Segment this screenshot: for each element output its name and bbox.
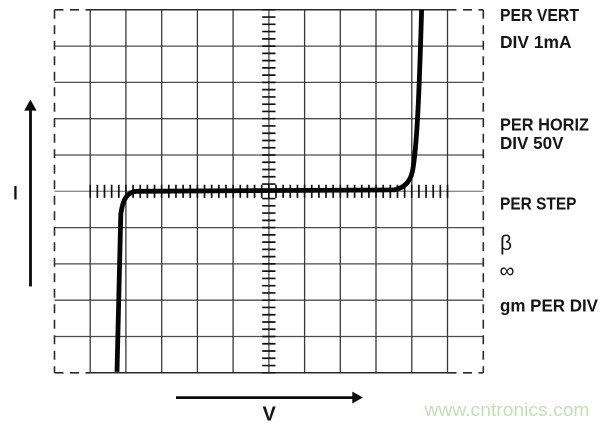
svg-text:β: β [500,232,512,255]
svg-text:V: V [263,404,277,426]
svg-text:gm PER DIV: gm PER DIV [500,296,598,316]
svg-text:PER STEP: PER STEP [500,193,577,213]
svg-text:∞: ∞ [500,260,515,283]
svg-text:www.cntronics.com: www.cntronics.com [423,399,589,420]
svg-text:PER VERT: PER VERT [500,5,579,25]
svg-text:PER HORIZ: PER HORIZ [500,115,589,135]
svg-text:DIV 50V: DIV 50V [500,133,564,153]
svg-text:DIV 1mA: DIV 1mA [500,32,572,52]
